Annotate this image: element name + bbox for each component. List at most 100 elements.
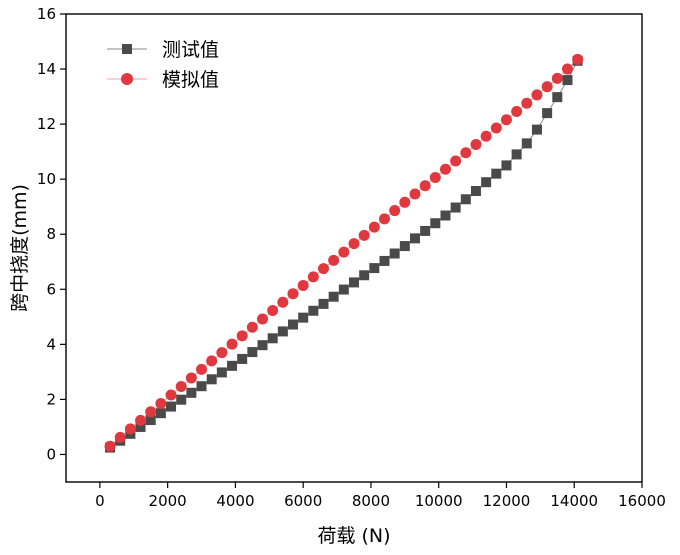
y-tick-label: 8 [46, 225, 56, 243]
data-point-test [145, 415, 156, 426]
data-point-test [328, 291, 339, 302]
data-point-sim [368, 221, 380, 233]
data-point-test [206, 374, 217, 385]
data-point-test [227, 360, 238, 371]
data-point-sim [307, 271, 319, 283]
data-point-test [298, 312, 309, 323]
data-point-test [430, 218, 441, 229]
y-tick-label: 0 [46, 445, 56, 463]
data-point-test [186, 387, 197, 398]
data-point-test [562, 75, 573, 86]
legend: 测试值 模拟值 [107, 39, 219, 91]
data-point-sim [521, 97, 533, 109]
x-tick-label: 12000 [483, 492, 531, 510]
data-point-test [450, 202, 461, 213]
legend-marker-test [122, 44, 132, 54]
x-tick-label: 4000 [216, 492, 254, 510]
data-point-sim [104, 440, 116, 452]
data-point-test [379, 255, 390, 266]
x-axis: 0 2000 4000 6000 8000 10000 12000 14000 16000 [95, 482, 666, 510]
data-point-sim [470, 138, 482, 150]
data-point-sim [399, 196, 411, 208]
data-point-sim [358, 229, 370, 241]
data-point-test [420, 225, 431, 236]
x-tick-label: 16000 [618, 492, 666, 510]
data-point-test [501, 160, 512, 171]
data-point-sim [551, 72, 563, 84]
data-point-sim [277, 296, 289, 308]
y-tick-label: 16 [37, 5, 56, 23]
data-point-sim [450, 155, 462, 167]
data-point-sim [145, 406, 157, 418]
data-point-sim [226, 338, 238, 350]
data-point-sim [135, 414, 147, 426]
x-tick-label: 2000 [149, 492, 187, 510]
y-tick-label: 14 [37, 60, 56, 78]
data-point-test [155, 408, 166, 419]
data-point-test [542, 108, 553, 119]
y-axis-title: 跨中挠度(mm) [9, 184, 31, 312]
data-point-test [389, 248, 400, 259]
data-point-sim [429, 172, 441, 184]
data-point-sim [572, 53, 584, 65]
data-point-sim [246, 321, 258, 333]
data-point-test [338, 284, 349, 295]
data-point-test [135, 421, 146, 432]
data-point-sim [287, 288, 299, 300]
data-point-test [470, 186, 481, 197]
data-point-sim [389, 205, 401, 217]
data-point-test [166, 401, 177, 412]
y-tick-label: 12 [37, 115, 56, 133]
data-point-test [460, 194, 471, 205]
x-tick-label: 6000 [284, 492, 322, 510]
data-point-test [196, 381, 207, 392]
data-point-sim [318, 263, 330, 275]
data-point-test [399, 241, 410, 252]
data-point-sim [348, 238, 360, 250]
data-point-sim [490, 122, 502, 134]
data-point-sim [439, 163, 451, 175]
data-point-sim [480, 130, 492, 142]
x-tick-label: 0 [95, 492, 105, 510]
y-tick-label: 2 [46, 390, 56, 408]
data-point-sim [175, 380, 187, 392]
series-layer [104, 53, 584, 453]
data-point-sim [206, 355, 218, 367]
data-point-test [308, 305, 319, 316]
data-point-test [216, 367, 227, 378]
data-point-sim [257, 313, 269, 325]
data-point-test [409, 233, 420, 244]
x-tick-label: 14000 [550, 492, 598, 510]
data-point-test [257, 340, 268, 351]
data-point-test [237, 353, 248, 364]
data-point-test [511, 149, 522, 160]
data-point-test [552, 92, 563, 103]
data-point-sim [328, 254, 340, 266]
data-point-test [349, 277, 359, 288]
data-point-test [359, 270, 370, 281]
y-tick-label: 6 [46, 280, 56, 298]
x-tick-label: 10000 [415, 492, 463, 510]
data-point-test [481, 177, 492, 188]
data-point-sim [409, 188, 421, 200]
data-point-sim [124, 423, 136, 435]
data-point-sim [378, 213, 390, 225]
data-point-test [277, 326, 288, 337]
legend-label-sim: 模拟值 [162, 69, 219, 91]
data-point-sim [165, 389, 177, 401]
legend-marker-sim [121, 73, 133, 85]
data-point-test [288, 319, 299, 330]
plot-frame [65, 13, 643, 483]
y-tick-label: 10 [37, 170, 56, 188]
data-point-sim [297, 279, 309, 291]
data-point-sim [419, 180, 431, 192]
data-point-test [318, 298, 329, 309]
data-point-sim [114, 431, 126, 443]
x-axis-title: 荷载 (N) [317, 525, 390, 547]
data-point-test [369, 263, 380, 274]
legend-label-test: 测试值 [162, 39, 219, 61]
data-point-test [267, 333, 278, 344]
data-point-sim [236, 330, 248, 342]
data-point-test [531, 124, 542, 135]
